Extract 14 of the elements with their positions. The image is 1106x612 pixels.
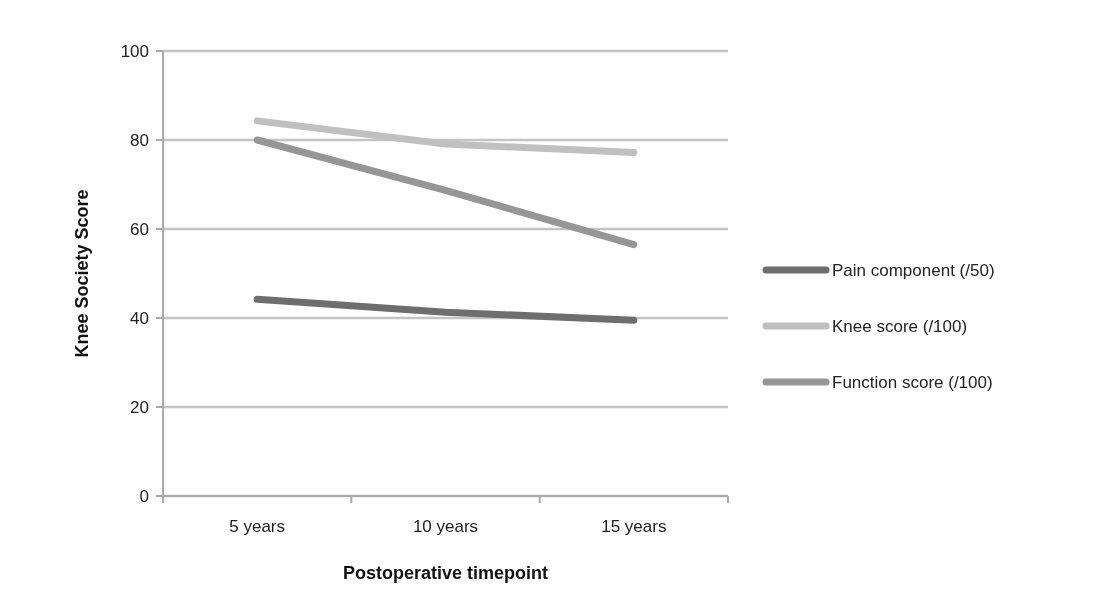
legend-label: Knee score (/100) [832,316,968,336]
legend-label: Function score (/100) [832,372,993,392]
x-axis-title: Postoperative timepoint [342,563,549,583]
y-tick-label: 100 [120,41,149,61]
y-tick-label: 40 [130,308,149,328]
y-tick-label: 60 [130,219,149,239]
x-tick-label: 15 years [601,517,667,536]
y-axis-title: Knee Society Score [72,189,92,358]
x-tick-label: 10 years [412,517,479,536]
legend-label: Pain component (/50) [832,260,995,280]
y-tick-label: 80 [130,130,149,150]
y-tick-label: 20 [130,397,149,417]
y-tick-label: 0 [139,486,149,506]
x-tick-label: 5 years [229,517,286,536]
